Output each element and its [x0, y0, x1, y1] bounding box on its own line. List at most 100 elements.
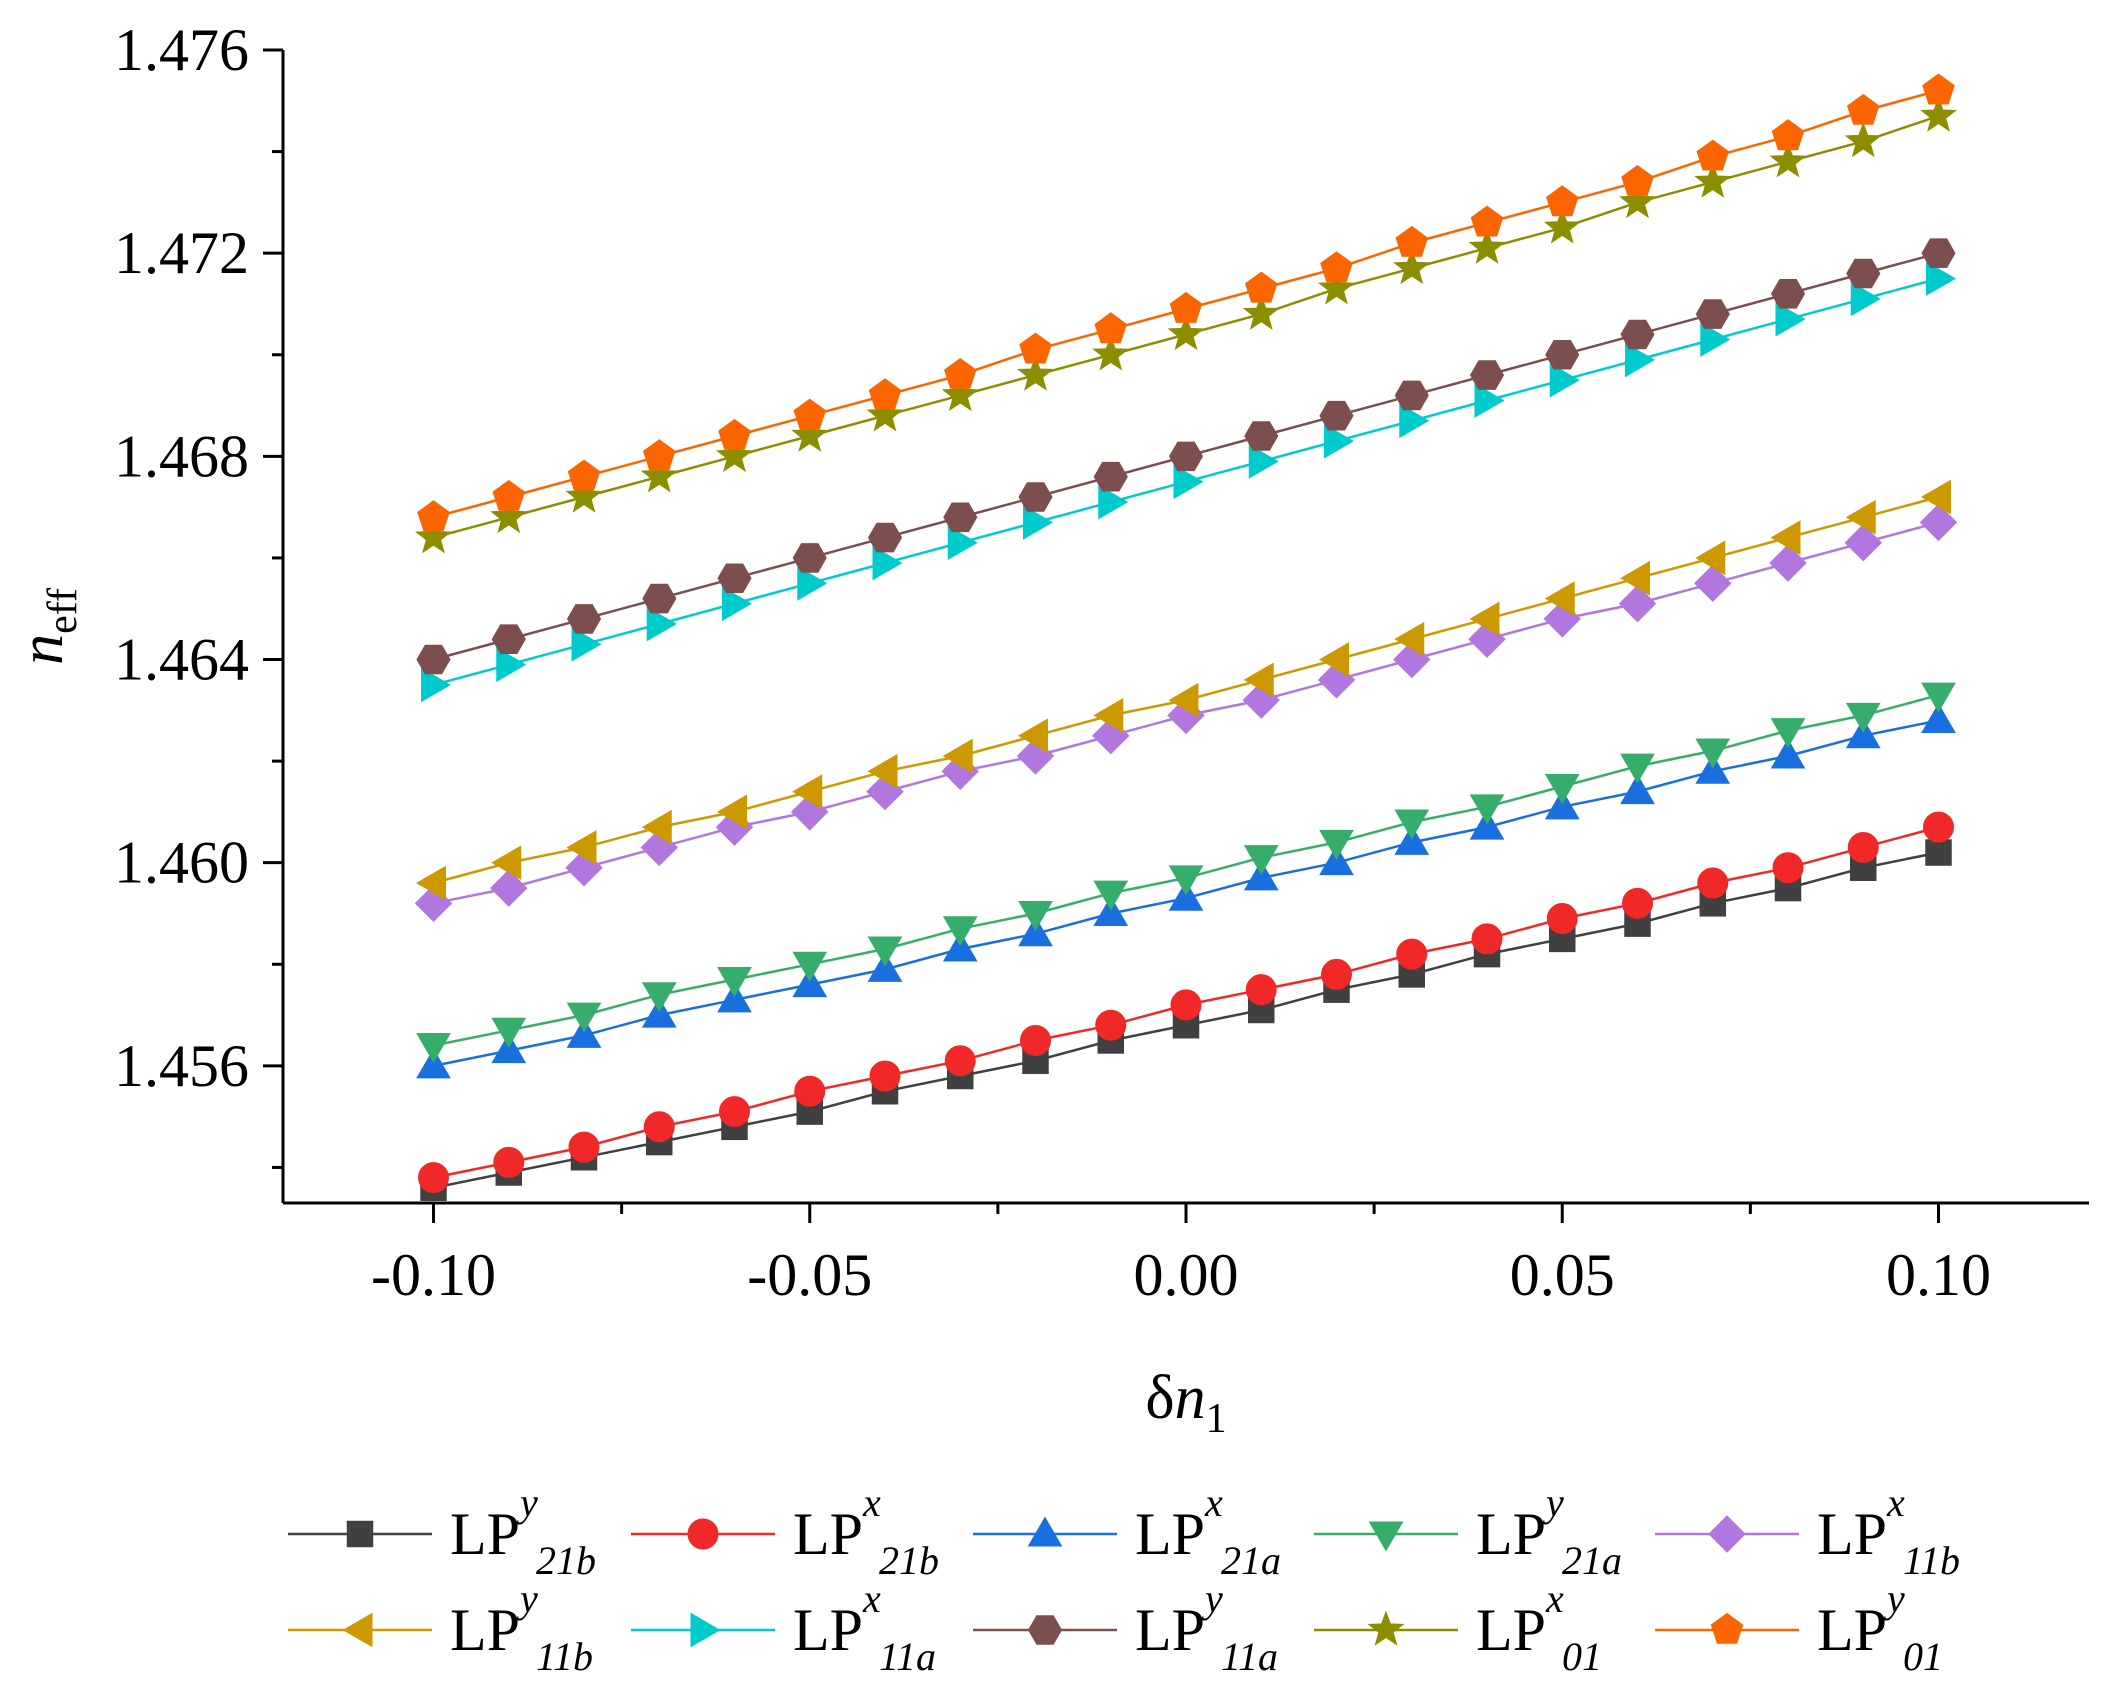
- data-point: [947, 525, 978, 561]
- data-point: [1695, 753, 1731, 784]
- data-point: [1695, 540, 1726, 576]
- x-tick-label: 0.05: [1510, 1242, 1615, 1308]
- data-point: [716, 436, 753, 473]
- data-point: [415, 518, 452, 554]
- data-point: [1093, 895, 1129, 926]
- data-point: [1544, 581, 1575, 616]
- legend-label-base: LP: [1476, 1597, 1546, 1663]
- data-point: [1093, 880, 1129, 911]
- data-point: [1098, 484, 1129, 520]
- legend-label-sup: x: [862, 1480, 881, 1525]
- data-point: [1695, 738, 1731, 769]
- legend-entry: LPx 21b: [631, 1480, 939, 1583]
- data-point: [565, 477, 603, 513]
- data-point: [1170, 989, 1202, 1021]
- legend-label-sup: x: [862, 1576, 881, 1621]
- data-point: [792, 543, 827, 573]
- legend-marker: [342, 1612, 373, 1648]
- data-point: [416, 1048, 451, 1079]
- legend-label: LPy 21a: [1476, 1480, 1622, 1583]
- data-point: [1700, 322, 1731, 357]
- data-point: [1618, 584, 1657, 623]
- axes: -0.10 -0.05 0.00 0.05 0.10 1.456 1.460 1.464 1.4…: [8, 17, 2089, 1442]
- x-axis-title-sub: 1: [1206, 1396, 1227, 1442]
- data-point: [496, 647, 527, 682]
- data-point: [1697, 867, 1729, 899]
- data-point: [640, 457, 678, 493]
- data-point: [1394, 380, 1429, 411]
- data-point: [867, 522, 903, 553]
- data-point: [1625, 342, 1655, 378]
- data-point: [866, 396, 904, 432]
- data-point: [490, 869, 528, 907]
- data-point: [1620, 753, 1655, 784]
- data-point: [1471, 923, 1503, 955]
- legend-label-base: LP: [1135, 1501, 1205, 1567]
- data-point: [1775, 301, 1806, 337]
- series-lp-21a-y: [416, 682, 1956, 1064]
- data-point: [1319, 829, 1354, 860]
- data-point: [1770, 718, 1806, 749]
- series-lp-11b-y: [416, 479, 1951, 901]
- data-point: [416, 1033, 451, 1064]
- legend-entry: LPy 11b: [288, 1576, 593, 1679]
- data-point: [641, 982, 677, 1013]
- data-point: [1921, 479, 1951, 515]
- data-point: [793, 398, 826, 430]
- data-point: [1770, 738, 1806, 769]
- data-point: [1923, 811, 1954, 843]
- data-point: [1694, 162, 1732, 198]
- data-point: [1695, 299, 1730, 329]
- x-axis-title-base: δ: [1145, 1364, 1174, 1432]
- data-point: [491, 845, 522, 881]
- y-axis-title-sub: eff: [40, 588, 86, 634]
- data-point: [1922, 73, 1955, 105]
- y-axis-title-base: n: [8, 634, 76, 665]
- data-point: [1018, 900, 1053, 931]
- data-point: [1620, 774, 1655, 805]
- data-point: [941, 375, 979, 412]
- data-point: [566, 1002, 602, 1033]
- legend-label-sup: y: [1201, 1576, 1223, 1621]
- data-point: [1093, 461, 1128, 492]
- data-point: [568, 1131, 600, 1163]
- data-point: [1846, 258, 1881, 289]
- legend-label: LPx 11a: [793, 1576, 936, 1679]
- legend-label-sub: 11b: [1903, 1538, 1960, 1583]
- data-point: [1321, 958, 1352, 990]
- legend-label: LPx 01: [1476, 1576, 1602, 1679]
- legend-entry: LPx 11b: [1655, 1480, 1960, 1583]
- data-point: [1173, 464, 1204, 500]
- data-point: [491, 1017, 527, 1048]
- data-point: [1017, 355, 1054, 391]
- data-point: [797, 565, 828, 601]
- data-point: [1168, 682, 1199, 718]
- data-point: [1844, 523, 1882, 562]
- legend-label-sub: 11b: [536, 1634, 593, 1679]
- data-point: [1620, 560, 1650, 596]
- series-lp-11a-x: [421, 261, 1956, 703]
- legend-label: LPx 21b: [793, 1480, 939, 1583]
- data-point: [1393, 248, 1431, 285]
- legend-entry: LPx 11a: [631, 1576, 936, 1679]
- y-axis-title: neff: [8, 588, 86, 665]
- data-point: [1545, 340, 1580, 370]
- data-point: [571, 626, 602, 662]
- y-tick-label: 1.460: [114, 830, 249, 896]
- data-point: [1018, 718, 1048, 754]
- data-point: [1469, 794, 1505, 825]
- legend-label-base: LP: [1817, 1597, 1887, 1663]
- data-point: [1394, 809, 1430, 840]
- legend-label-base: LP: [1135, 1597, 1205, 1663]
- data-point: [1549, 362, 1580, 398]
- data-point: [1694, 564, 1732, 603]
- data-point: [722, 586, 752, 622]
- data-point: [641, 809, 672, 845]
- data-point: [1921, 238, 1956, 268]
- data-point: [1396, 938, 1428, 970]
- data-point: [792, 774, 823, 809]
- data-point: [794, 1075, 826, 1107]
- data-point: [1168, 441, 1204, 472]
